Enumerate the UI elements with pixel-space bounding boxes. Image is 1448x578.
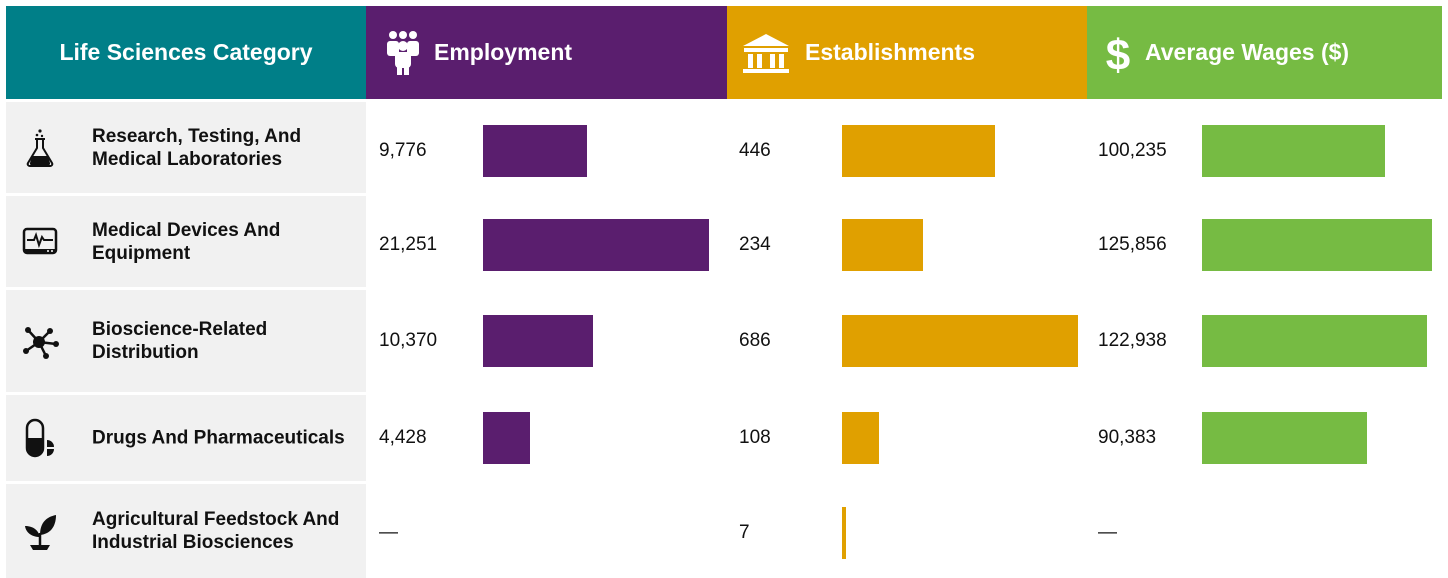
wages-bar [1202,315,1427,367]
establishments-bar [842,219,923,271]
wages-bar [1202,125,1385,177]
wages-value: — [1098,522,1117,543]
employment-value: 10,370 [379,330,438,351]
establishments-value: 7 [739,522,750,543]
category-row: Medical Devices And Equipment [6,196,366,287]
establishments-value: 446 [739,140,771,161]
employment-value: — [379,522,398,543]
wages-bar [1202,412,1367,464]
header-establishments: Establishments [727,6,1087,99]
seedling-icon [25,515,56,550]
category-row: Bioscience-Related Distribution [6,290,366,392]
svg-text:$: $ [1106,31,1130,76]
wages-bar [1202,219,1432,271]
category-label: Medical Devices And Equipment [92,219,281,264]
wages-value: 100,235 [1098,140,1167,161]
establishments-bar [842,507,846,559]
category-label: Drugs And Pharmaceuticals [92,427,345,449]
dollar-icon: $ [1106,31,1130,76]
wages-value: 90,383 [1098,427,1157,448]
category-label: Research, Testing, And Medical Laborator… [92,125,302,170]
header-employment: Employment [366,6,727,99]
employment-value: 4,428 [379,427,427,448]
header-establishments-label: Establishments [805,39,975,65]
flask-icon [26,128,54,167]
employment-value: 9,776 [379,140,427,161]
header-category: Life Sciences Category [6,6,366,99]
category-row: Research, Testing, And Medical Laborator… [6,102,366,193]
establishments-bar [842,125,995,177]
employment-bar [483,125,587,177]
category-row: Drugs And Pharmaceuticals [6,395,366,481]
establishments-bar [842,315,1078,367]
employment-bar [483,315,593,367]
people-icon [387,30,419,75]
pill-capsule-icon [25,418,54,458]
header-employment-label: Employment [434,39,573,65]
employment-bar [483,412,530,464]
header-category-label: Life Sciences Category [59,39,313,65]
category-row: Agricultural Feedstock And Industrial Bi… [6,484,366,578]
bank-building-icon [743,33,789,73]
establishments-value: 108 [739,427,771,448]
wages-value: 122,938 [1098,330,1167,351]
employment-bar [483,219,709,271]
header-wages: $ Average Wages ($) [1087,6,1442,99]
molecule-network-icon [23,327,59,359]
heart-monitor-icon [22,227,58,254]
category-label: Bioscience-Related Distribution [92,319,268,363]
wages-value: 125,856 [1098,234,1167,255]
establishments-value: 686 [739,330,771,351]
category-label: Agricultural Feedstock And Industrial Bi… [92,509,340,553]
employment-value: 21,251 [379,234,438,255]
establishments-bar [842,412,879,464]
establishments-value: 234 [739,234,771,255]
header-wages-label: Average Wages ($) [1145,39,1350,65]
